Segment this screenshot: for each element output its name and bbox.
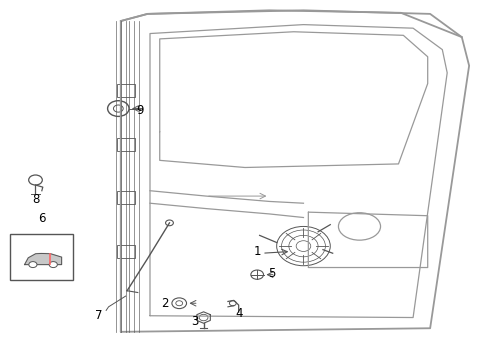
Circle shape — [29, 262, 37, 267]
Text: 6: 6 — [38, 212, 46, 225]
Text: 4: 4 — [235, 307, 243, 320]
Bar — [117, 138, 135, 151]
Text: 8: 8 — [32, 193, 39, 206]
Polygon shape — [24, 253, 62, 265]
Text: 2: 2 — [161, 297, 169, 310]
Text: 7: 7 — [95, 309, 102, 322]
Circle shape — [49, 262, 57, 267]
Text: 5: 5 — [268, 267, 275, 280]
Text: 1: 1 — [253, 245, 261, 258]
Bar — [117, 192, 135, 204]
Bar — [117, 84, 135, 97]
Text: 9: 9 — [137, 104, 144, 117]
Bar — [117, 245, 135, 258]
Circle shape — [166, 220, 173, 226]
Text: 3: 3 — [192, 315, 199, 328]
Bar — [10, 234, 74, 280]
